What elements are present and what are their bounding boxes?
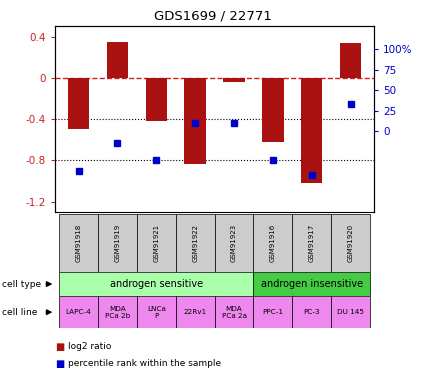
Bar xyxy=(146,78,167,121)
Text: cell line: cell line xyxy=(2,308,37,316)
Text: androgen insensitive: androgen insensitive xyxy=(261,279,363,289)
Text: GSM91918: GSM91918 xyxy=(76,224,82,262)
Bar xyxy=(331,214,370,272)
Bar xyxy=(59,296,98,328)
Bar xyxy=(176,296,215,328)
Bar xyxy=(176,214,215,272)
Text: GDS1699 / 22771: GDS1699 / 22771 xyxy=(153,9,272,22)
Bar xyxy=(301,78,323,183)
Bar xyxy=(137,214,176,272)
Bar xyxy=(59,214,98,272)
Text: GSM91919: GSM91919 xyxy=(114,224,120,262)
Text: androgen sensitive: androgen sensitive xyxy=(110,279,203,289)
Text: GSM91923: GSM91923 xyxy=(231,224,237,262)
Text: GSM91920: GSM91920 xyxy=(348,224,354,262)
Text: GSM91916: GSM91916 xyxy=(270,224,276,262)
Bar xyxy=(331,296,370,328)
Bar xyxy=(340,43,361,78)
Text: cell type: cell type xyxy=(2,280,41,289)
Bar xyxy=(137,296,176,328)
Bar xyxy=(107,42,128,78)
Bar xyxy=(98,214,137,272)
Text: percentile rank within the sample: percentile rank within the sample xyxy=(68,359,221,368)
Bar xyxy=(253,296,292,328)
Text: 22Rv1: 22Rv1 xyxy=(184,309,207,315)
Text: ■: ■ xyxy=(55,359,65,369)
Bar xyxy=(68,78,89,129)
Bar xyxy=(59,272,253,296)
Bar xyxy=(98,296,137,328)
Text: LAPC-4: LAPC-4 xyxy=(66,309,91,315)
Text: PPC-1: PPC-1 xyxy=(262,309,283,315)
Text: GSM91917: GSM91917 xyxy=(309,224,315,262)
Bar xyxy=(253,272,370,296)
Text: GSM91922: GSM91922 xyxy=(192,224,198,262)
Text: ■: ■ xyxy=(55,342,65,352)
Text: MDA
PCa 2b: MDA PCa 2b xyxy=(105,306,130,319)
Text: MDA
PCa 2a: MDA PCa 2a xyxy=(221,306,246,319)
Text: LNCa
P: LNCa P xyxy=(147,306,166,319)
Text: PC-3: PC-3 xyxy=(303,309,320,315)
Bar xyxy=(184,78,206,164)
Text: log2 ratio: log2 ratio xyxy=(68,342,111,351)
Text: DU 145: DU 145 xyxy=(337,309,364,315)
Bar xyxy=(224,78,245,82)
Bar xyxy=(292,296,331,328)
Bar xyxy=(262,78,283,142)
Bar xyxy=(253,214,292,272)
Bar xyxy=(215,296,253,328)
Text: GSM91921: GSM91921 xyxy=(153,224,159,262)
Bar xyxy=(215,214,253,272)
Bar xyxy=(292,214,331,272)
